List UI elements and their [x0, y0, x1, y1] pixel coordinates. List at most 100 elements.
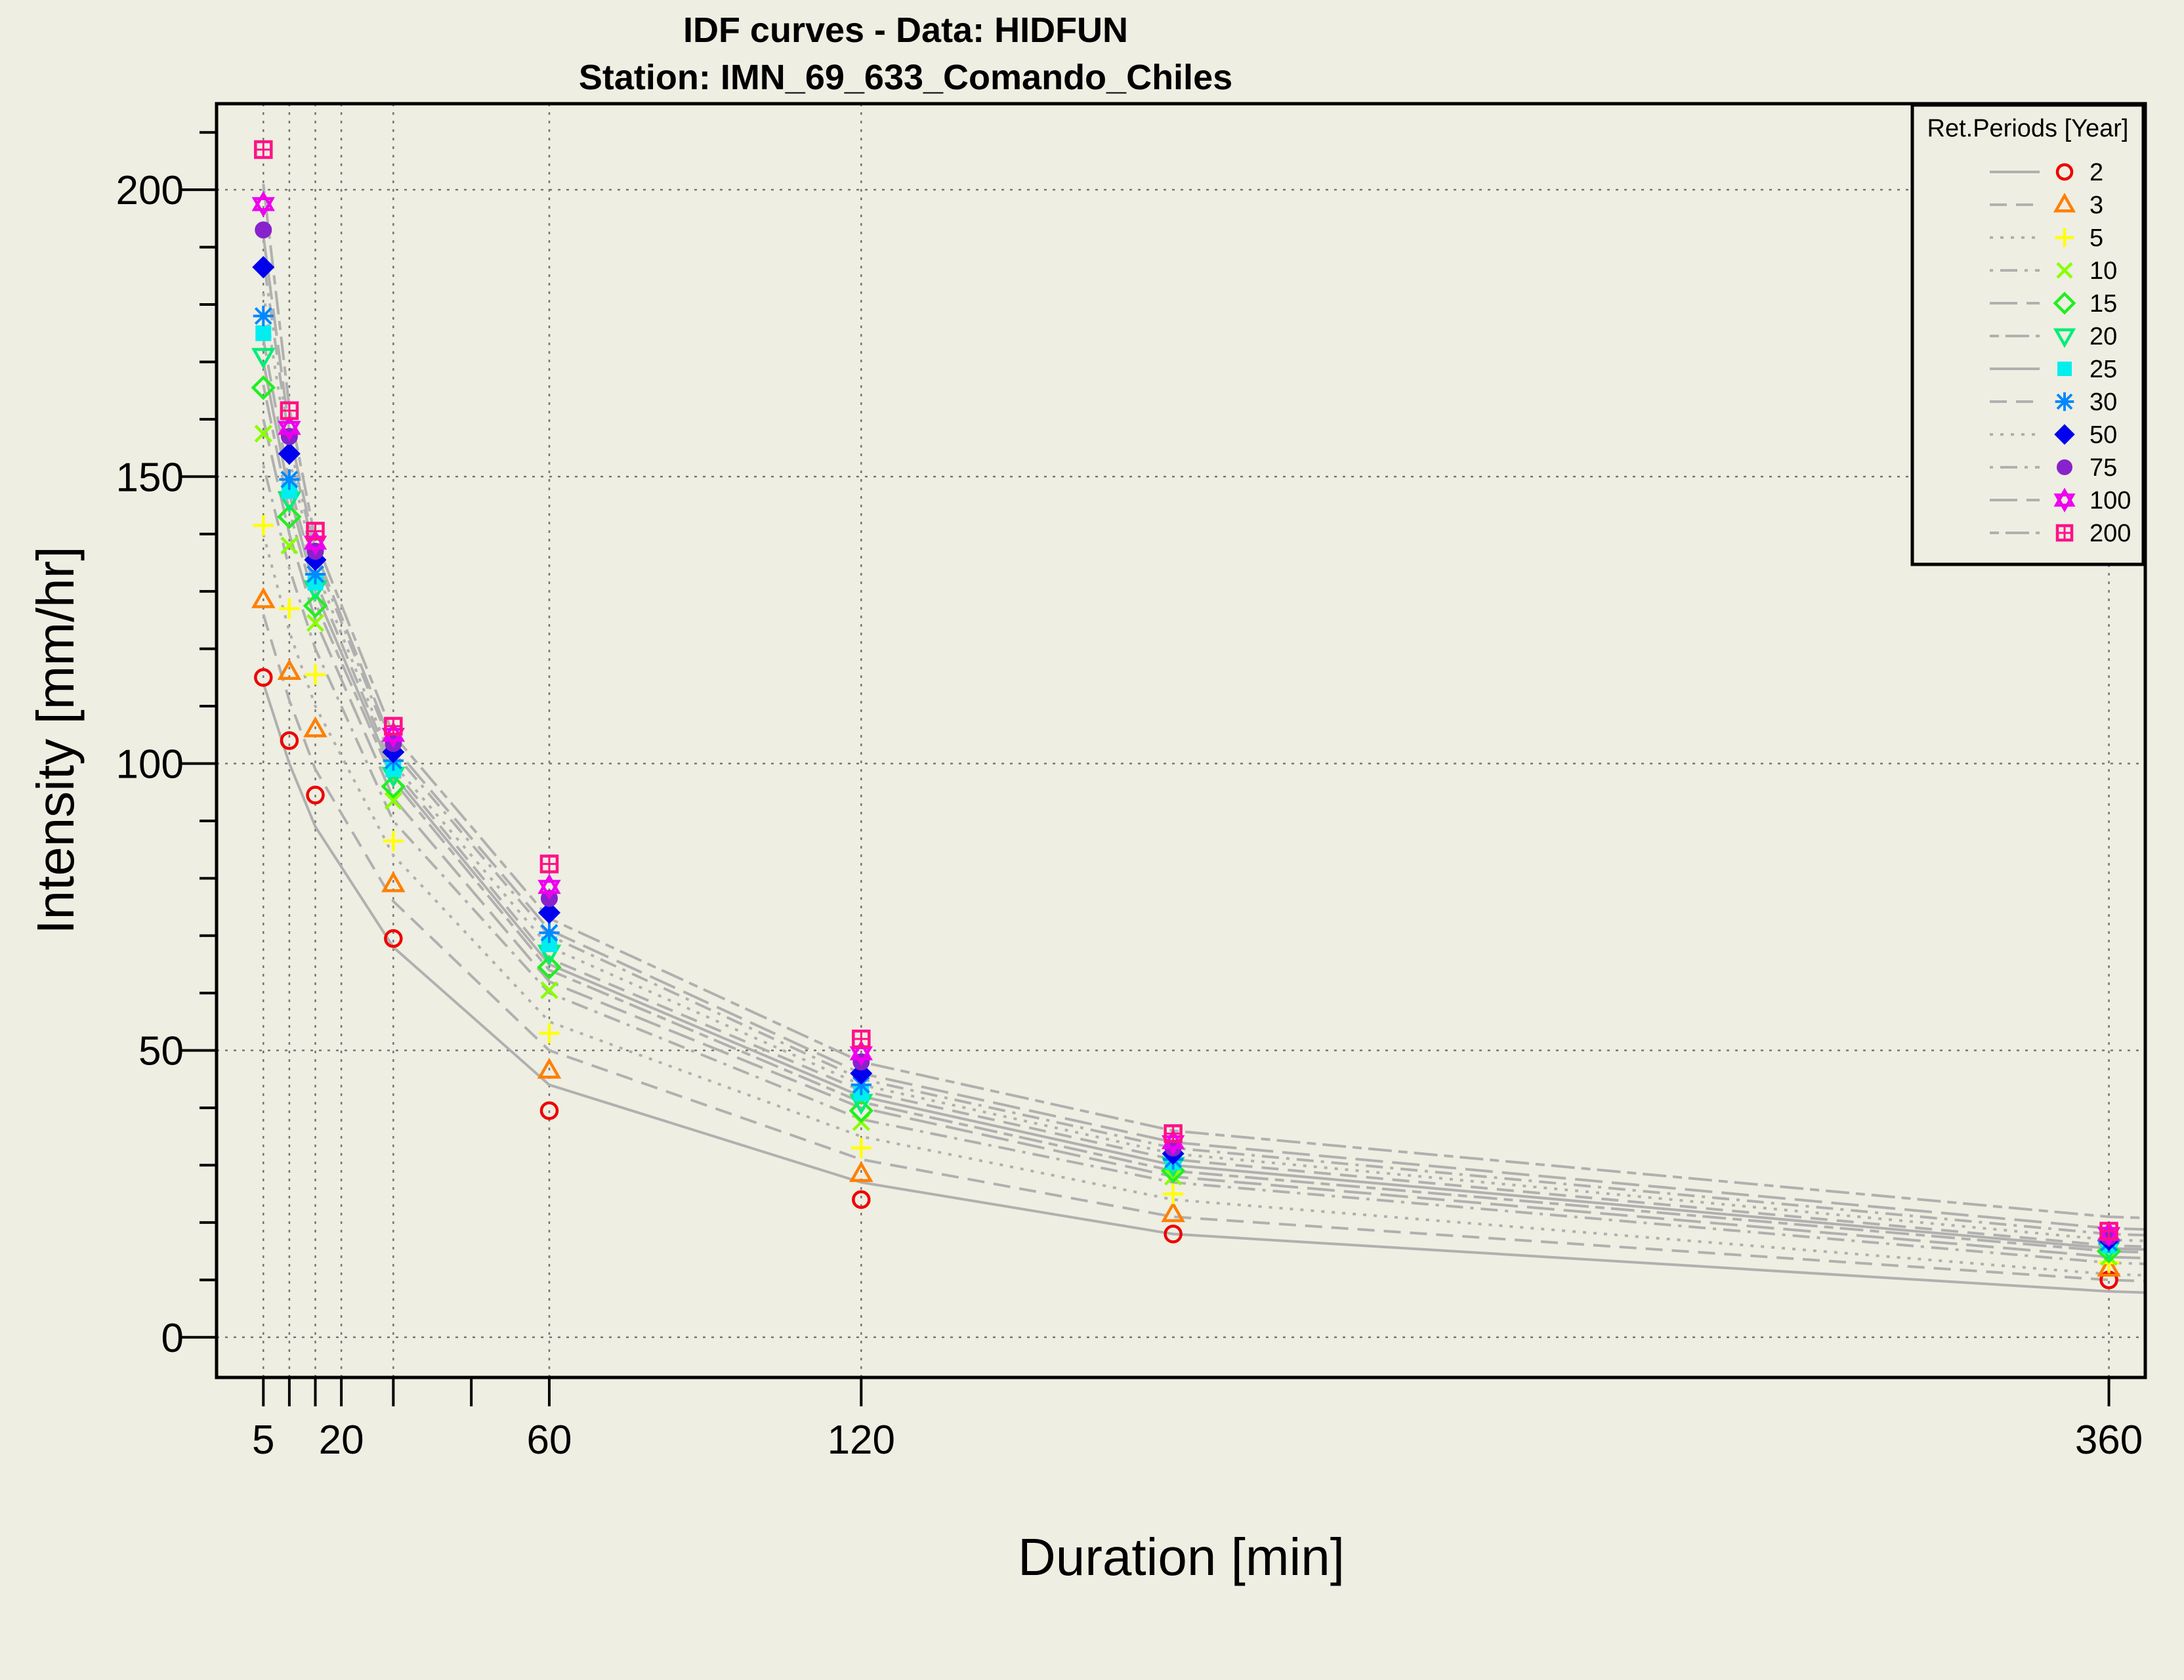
point-rp-2: [254, 668, 273, 687]
legend-label-2: 2: [2090, 159, 2103, 186]
point-rp-15: [251, 375, 276, 400]
legend-marker-5: [2055, 228, 2074, 247]
chart-subtitle: Station: IMN_69_633_Comando_Chiles: [579, 58, 1232, 97]
point-rp-30: [850, 1074, 872, 1095]
fitted-curve-2: [262, 682, 2146, 1294]
point-rp-2: [384, 929, 403, 948]
legend-marker-25: [2057, 362, 2072, 376]
legend-marker-3: [2053, 192, 2076, 213]
point-rp-30: [253, 305, 274, 327]
point-rp-200: [2099, 1221, 2118, 1241]
point-rp-10: [280, 536, 299, 555]
legend-marker-200: [2055, 524, 2074, 542]
point-rp-30: [304, 564, 326, 585]
grid-lines: [217, 104, 2145, 1377]
legend-marker-20: [2053, 328, 2076, 348]
legend-marker-50: [2054, 424, 2075, 445]
point-rp-30: [279, 469, 300, 490]
legend-label-25: 25: [2090, 356, 2117, 383]
fitted-curve-5: [262, 534, 2146, 1277]
legend-marker-10: [2056, 262, 2073, 279]
y-tick-label: 200: [116, 168, 184, 213]
point-rp-15: [303, 593, 328, 618]
point-rp-5: [279, 598, 300, 620]
y-tick-label: 100: [116, 742, 184, 787]
point-rp-15: [849, 1098, 874, 1124]
point-rp-3: [277, 659, 302, 681]
point-rp-2: [280, 731, 299, 750]
point-rp-3: [251, 587, 276, 608]
point-rp-200: [852, 1029, 871, 1049]
point-rp-50: [278, 442, 301, 465]
legend-label-100: 100: [2090, 487, 2131, 514]
point-rp-50: [537, 901, 561, 924]
x-tick-label: 120: [828, 1418, 895, 1463]
point-rp-3: [849, 1161, 873, 1183]
point-rp-200: [254, 140, 273, 159]
point-rp-75: [255, 221, 272, 239]
legend-marker-75: [2057, 459, 2072, 475]
legend-marker-100: [2053, 488, 2076, 513]
legend-label-75: 75: [2090, 454, 2117, 482]
legend-label-15: 15: [2090, 290, 2117, 318]
point-rp-100: [251, 190, 275, 218]
x-axis: 5 20 60 120 360: [252, 1377, 2143, 1463]
fitted-curve-10: [262, 465, 2146, 1265]
point-rp-15: [277, 504, 302, 530]
x-tick-label: 60: [527, 1418, 572, 1463]
point-rp-10: [540, 981, 558, 999]
legend-label-30: 30: [2090, 388, 2117, 416]
plot-area-border: [215, 102, 2147, 1379]
data-points: [251, 140, 2122, 1290]
y-tick-label: 0: [161, 1316, 184, 1361]
point-rp-5: [383, 830, 404, 852]
fitted-curve-3: [262, 614, 2146, 1283]
point-rp-25: [255, 325, 272, 341]
point-rp-5: [1163, 1183, 1184, 1204]
x-tick-label: 360: [2075, 1418, 2143, 1463]
point-rp-2: [306, 786, 325, 805]
legend-label-200: 200: [2090, 520, 2131, 547]
legend-label-3: 3: [2090, 192, 2103, 219]
point-rp-10: [384, 791, 402, 810]
fitted-curve-100: [262, 235, 2146, 1231]
point-rp-10: [254, 425, 272, 443]
point-rp-10: [306, 614, 325, 632]
legend-label-20: 20: [2090, 323, 2117, 350]
point-rp-3: [2097, 1255, 2121, 1277]
point-rp-200: [539, 854, 559, 873]
point-rp-3: [381, 871, 406, 892]
y-axis: 0 50 100 150 200: [116, 131, 217, 1361]
point-rp-15: [537, 955, 562, 980]
y-axis-label: Intensity [mm/hr]: [26, 546, 85, 934]
point-rp-100: [537, 873, 561, 900]
point-rp-5: [253, 515, 274, 536]
point-rp-100: [278, 414, 301, 442]
point-rp-3: [1161, 1201, 1185, 1223]
legend-label-5: 5: [2090, 224, 2103, 252]
chart-title: IDF curves - Data: HIDFUN: [683, 10, 1128, 50]
y-tick-label: 50: [138, 1029, 184, 1074]
point-rp-30: [539, 922, 560, 943]
point-rp-200: [1164, 1124, 1183, 1143]
legend-label-10: 10: [2090, 257, 2117, 285]
legend-label-50: 50: [2090, 421, 2117, 449]
legend-marker-30: [2055, 392, 2074, 411]
x-tick-label: 20: [319, 1418, 364, 1463]
point-rp-2: [852, 1190, 871, 1209]
fitted-curve-20: [262, 385, 2146, 1254]
point-rp-2: [539, 1101, 559, 1120]
point-rp-200: [384, 717, 403, 736]
point-rp-200: [306, 522, 325, 541]
x-tick-label: 5: [252, 1418, 274, 1463]
point-rp-2: [1164, 1225, 1183, 1244]
point-rp-3: [303, 716, 327, 738]
point-rp-3: [537, 1057, 562, 1079]
point-rp-50: [252, 256, 275, 279]
x-axis-label: Duration [min]: [1018, 1528, 1345, 1586]
y-tick-label: 150: [116, 455, 184, 500]
point-rp-5: [304, 664, 326, 685]
point-rp-200: [280, 401, 299, 421]
